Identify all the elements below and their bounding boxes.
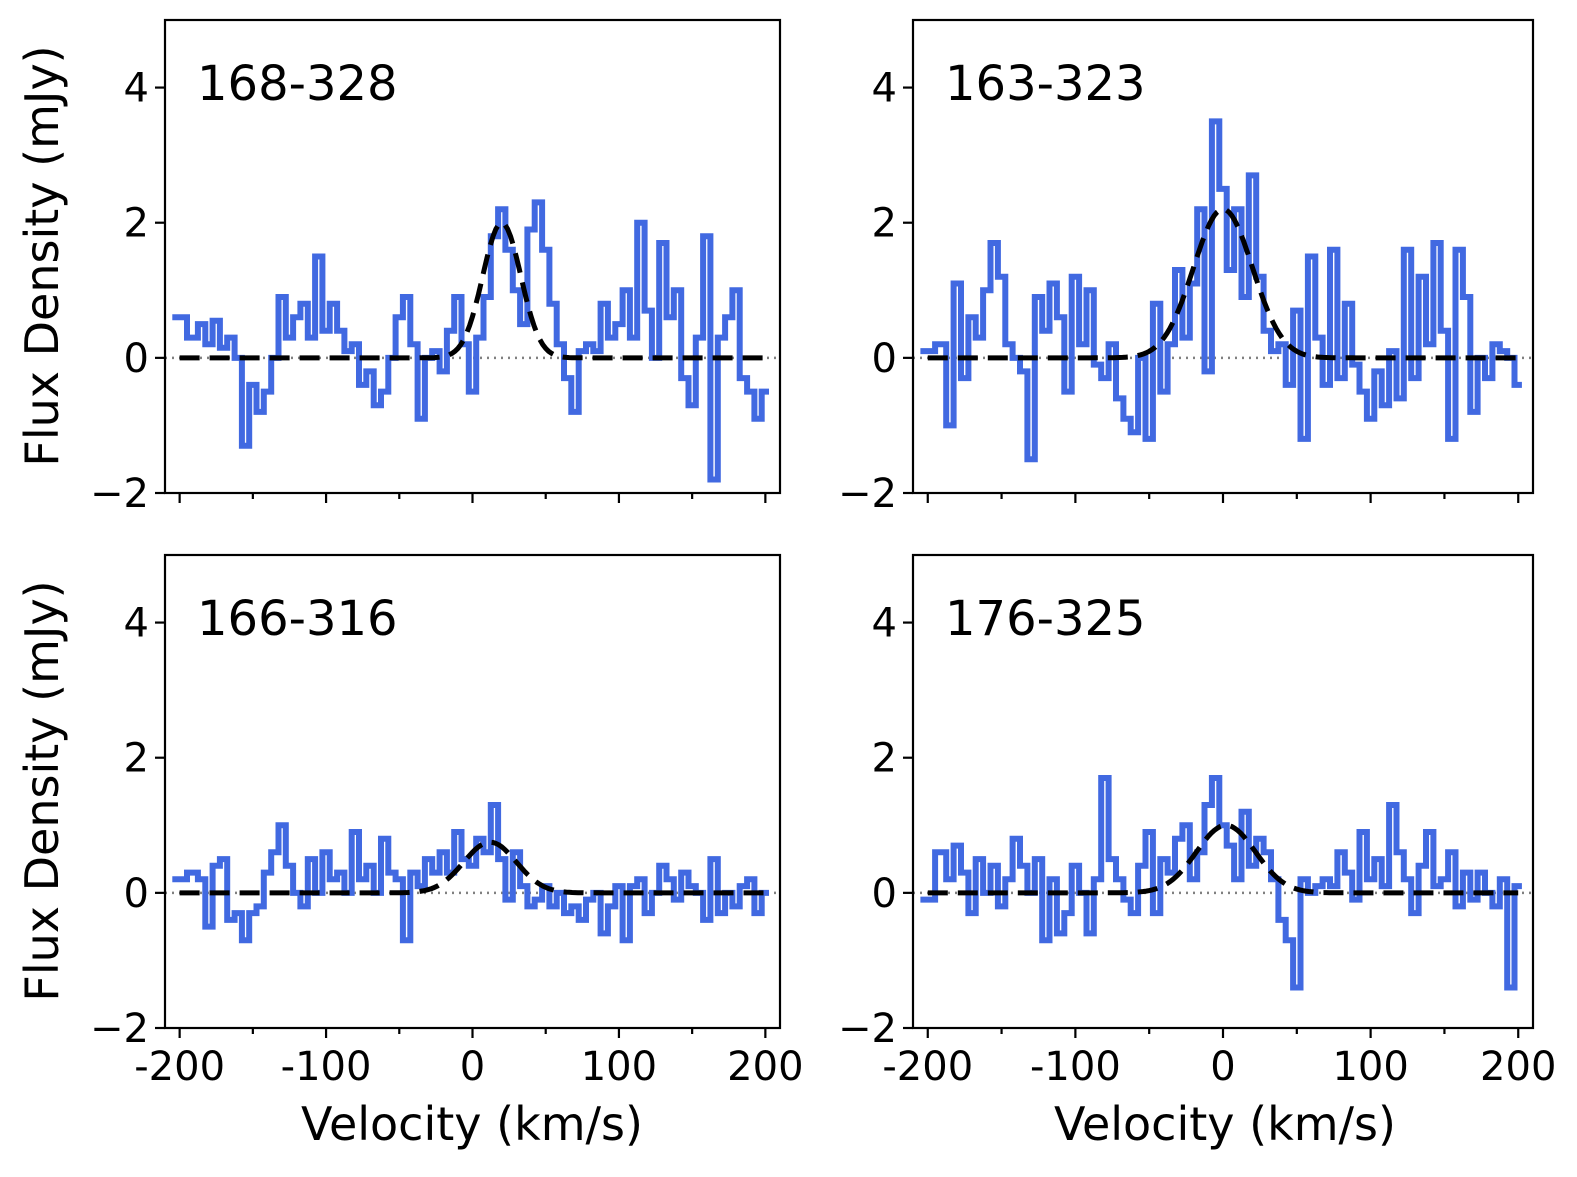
panel-title: 168-328	[197, 56, 398, 112]
gaussian-fit-line	[179, 839, 766, 896]
x-tick-label: -200	[134, 1044, 225, 1090]
y-tick-label: 4	[124, 66, 149, 112]
y-tick-label: 2	[872, 736, 897, 782]
panel-title: 166-316	[197, 591, 398, 647]
y-tick-label: 4	[124, 601, 149, 647]
x-tick-label: 100	[581, 1044, 657, 1090]
spectrum-series	[920, 775, 1522, 991]
gaussian-fit-line	[927, 206, 1519, 361]
gaussian-fit-line	[927, 822, 1519, 896]
panel-title: 176-325	[945, 591, 1146, 647]
spectrum-series	[172, 802, 769, 944]
x-axis-label-left: Velocity (km/s)	[301, 1097, 643, 1151]
panel-3: −2 0 2 4 -200 -100 0 100 200 166-316	[90, 553, 804, 1090]
x-tick-label: 0	[460, 1044, 485, 1090]
x-tick-label: -200	[882, 1044, 973, 1090]
y-tick-label: 0	[872, 336, 897, 382]
y-tick-label: 2	[124, 736, 149, 782]
y-tick-label: −2	[90, 1006, 149, 1052]
y-tick-label: −2	[90, 471, 149, 517]
x-tick-label: 0	[1210, 1044, 1235, 1090]
y-tick-label: 4	[872, 66, 897, 112]
spectrum-series	[172, 199, 769, 483]
y-tick-label: 0	[124, 871, 149, 917]
x-tick-label: -100	[281, 1044, 372, 1090]
y-tick-label: 0	[872, 871, 897, 917]
x-tick-label: 100	[1332, 1044, 1408, 1090]
y-tick-label: 0	[124, 336, 149, 382]
panel-1: −2 0 2 4 168-328	[90, 18, 782, 517]
y-tick-label: 2	[124, 201, 149, 247]
x-tick-label: 200	[1480, 1044, 1556, 1090]
x-tick-label: 200	[727, 1044, 803, 1090]
x-axis-label-right: Velocity (km/s)	[1054, 1097, 1396, 1151]
y-axis-label-bottom: Flux Density (mJy)	[15, 580, 69, 1001]
y-axis-label-top: Flux Density (mJy)	[15, 45, 69, 466]
spectrum-series	[920, 118, 1522, 463]
panel-2: −2 0 2 4 163-323	[838, 18, 1535, 517]
x-tick-label: -100	[1030, 1044, 1121, 1090]
y-tick-label: −2	[838, 1006, 897, 1052]
y-tick-label: −2	[838, 471, 897, 517]
panel-title: 163-323	[945, 56, 1146, 112]
panel-4: −2 0 2 4 -200 -100 0 100 200 176-325	[838, 553, 1556, 1090]
gaussian-fit-line	[179, 219, 766, 361]
y-tick-label: 2	[872, 201, 897, 247]
y-tick-label: 4	[872, 601, 897, 647]
